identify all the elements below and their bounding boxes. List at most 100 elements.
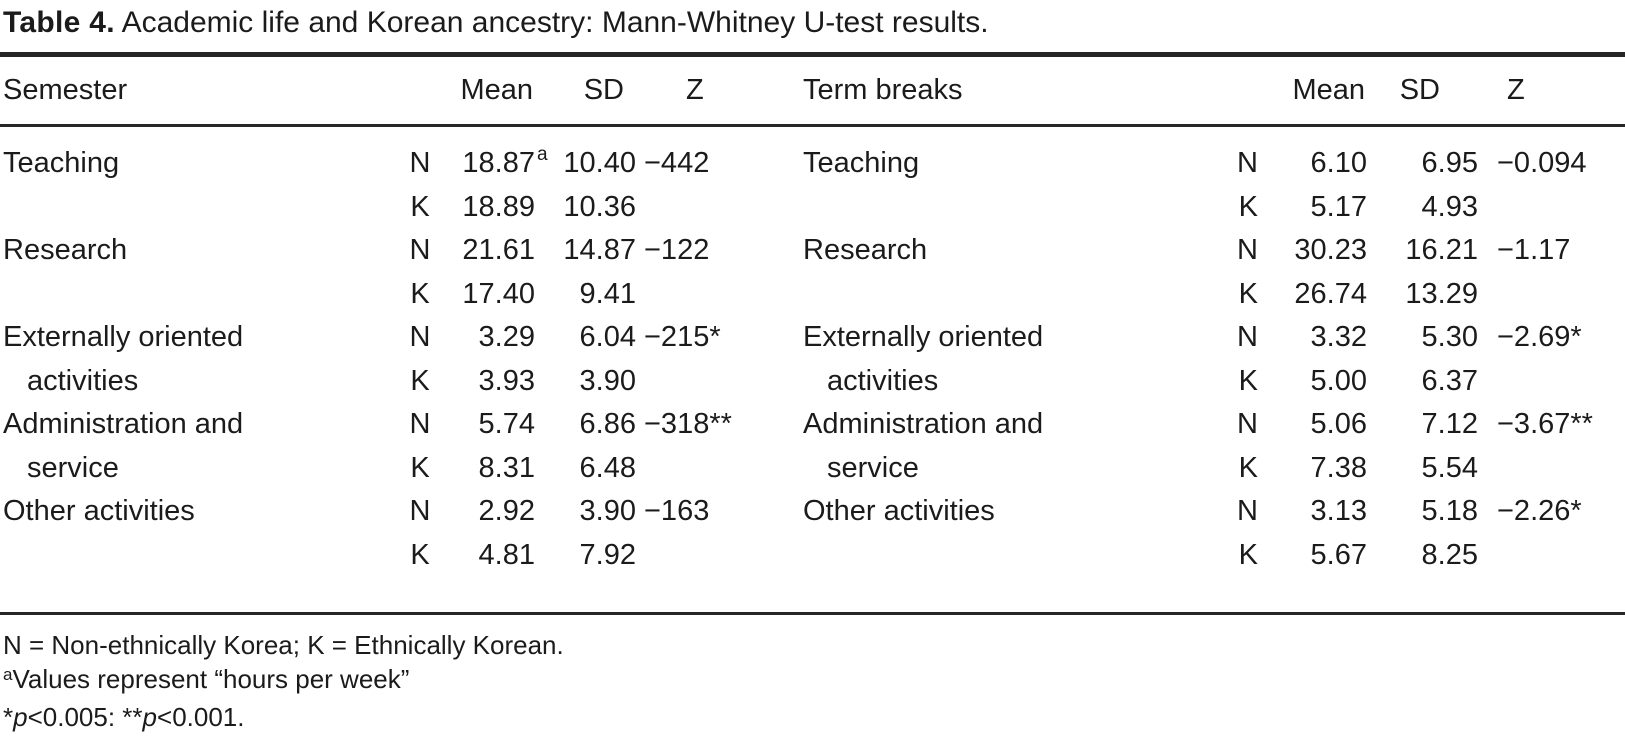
mean-value: 5.17 — [1310, 190, 1367, 223]
sd-value: 6.86 — [579, 408, 636, 441]
group-code: K — [1238, 277, 1258, 310]
empty-cell — [1480, 447, 1625, 491]
row-label-cont: activities — [27, 364, 139, 397]
row-label: Other activities — [3, 495, 195, 528]
group-code: N — [409, 408, 431, 441]
mean-value: 18.89 — [462, 190, 535, 223]
row-label-cont — [800, 273, 1205, 317]
sd-value: 4.93 — [1421, 190, 1478, 223]
group-code: K — [1238, 538, 1258, 571]
row-label-cont: service — [27, 451, 119, 484]
sd-value: 6.04 — [579, 321, 636, 354]
p-symbol: p — [142, 702, 158, 732]
mean-value: 5.74 — [478, 408, 535, 441]
mean-value: 6.10 — [1310, 147, 1367, 180]
p-symbol: p — [13, 702, 28, 732]
header-z-right: Z — [1507, 74, 1525, 106]
row-label: Externally oriented — [803, 321, 1044, 354]
divider-header — [0, 124, 1625, 127]
header-z-left: Z — [686, 74, 704, 106]
row-label: Administration and — [3, 408, 244, 441]
mean-value: 3.32 — [1310, 321, 1367, 354]
empty-cell — [636, 447, 800, 491]
group-code: K — [1238, 451, 1258, 484]
mean-value: 26.74 — [1294, 277, 1367, 310]
empty-cell — [1480, 273, 1625, 317]
z-value: −3.67** — [1497, 408, 1593, 441]
group-code: K — [410, 277, 430, 310]
mean-value: 8.31 — [478, 451, 535, 484]
header-sd-right: SD — [1399, 74, 1440, 106]
empty-cell — [636, 186, 800, 230]
z-value: −318** — [644, 408, 732, 441]
mean-value: 18.87 a — [462, 143, 548, 180]
z-value: −1.17 — [1497, 234, 1571, 267]
group-code: K — [1238, 190, 1258, 223]
z-value: −2.26* — [1497, 495, 1582, 528]
table-header-row: Semester Mean SD Z Term breaks Mean SD Z — [0, 57, 1625, 124]
row-label-cont: service — [827, 451, 919, 484]
mean-value: 3.13 — [1310, 495, 1367, 528]
sd-value: 14.87 — [563, 234, 636, 267]
sd-value: 3.90 — [579, 495, 636, 528]
sd-value: 5.18 — [1421, 495, 1478, 528]
group-code: N — [1237, 321, 1258, 354]
sig-double-star: ** — [122, 702, 143, 732]
sd-value: 6.48 — [579, 451, 636, 484]
footnote-a-marker: a — [3, 665, 13, 684]
empty-cell — [636, 273, 800, 317]
group-code: N — [409, 321, 431, 354]
row-label-cont — [0, 273, 400, 317]
row-label-cont — [800, 534, 1205, 578]
mean-value: 17.40 — [462, 277, 535, 310]
row-label: Teaching — [803, 147, 920, 180]
mean-value: 3.93 — [478, 364, 535, 397]
group-code: N — [409, 147, 431, 180]
row-label-cont — [0, 534, 400, 578]
row-label-cont — [800, 186, 1205, 230]
sd-value: 10.40 — [563, 147, 636, 180]
group-code: N — [1237, 147, 1258, 180]
group-code: N — [1237, 495, 1258, 528]
sig-threshold: <0.005: — [27, 702, 123, 732]
sd-value: 7.92 — [579, 538, 636, 571]
header-empty — [1205, 57, 1260, 124]
mean-value: 5.67 — [1310, 538, 1367, 571]
mean-value: 21.61 — [462, 234, 535, 267]
table-footnotes: N = Non-ethnically Korea; K = Ethnically… — [0, 615, 1625, 734]
mean-value: 2.92 — [478, 495, 535, 528]
sig-threshold: <0.001. — [157, 702, 245, 732]
mean-value: 3.29 — [478, 321, 535, 354]
row-label: Administration and — [803, 408, 1044, 441]
group-code: N — [1237, 408, 1258, 441]
table-body: Teaching N 18.87 a 10.40 −442 Teaching N … — [0, 127, 1625, 612]
group-code: K — [410, 190, 430, 223]
mean-number: 18.87 — [462, 147, 535, 180]
sig-star: * — [3, 702, 14, 732]
mean-value: 4.81 — [478, 538, 535, 571]
table-caption: Table 4. Academic life and Korean ancest… — [0, 0, 1625, 52]
row-label: Teaching — [3, 147, 120, 180]
sd-value: 6.95 — [1421, 147, 1478, 180]
header-empty — [400, 57, 440, 124]
table-data-grid: Teaching N 18.87 a 10.40 −442 Teaching N … — [0, 127, 1625, 577]
header-semester: Semester — [3, 74, 128, 106]
empty-cell — [636, 360, 800, 404]
footnote-units: aValues represent “hours per week” — [3, 662, 1625, 700]
row-label-cont: activities — [827, 364, 939, 397]
z-value: −0.094 — [1497, 147, 1587, 180]
header-sd-left: SD — [583, 74, 624, 106]
group-code: K — [410, 451, 430, 484]
mean-value: 5.00 — [1310, 364, 1367, 397]
sd-value: 10.36 — [563, 190, 636, 223]
empty-cell — [636, 534, 800, 578]
sd-value: 3.90 — [579, 364, 636, 397]
footnote-significance: *p<0.005: **p<0.001. — [3, 700, 1625, 734]
z-value: −442 — [644, 147, 710, 180]
row-label: Research — [3, 234, 128, 267]
footnote-units-text: Values represent “hours per week” — [12, 664, 410, 694]
table-title-text: Academic life and Korean ancestry: Mann-… — [121, 6, 989, 39]
header-term-breaks: Term breaks — [803, 74, 963, 106]
empty-cell — [1480, 534, 1625, 578]
